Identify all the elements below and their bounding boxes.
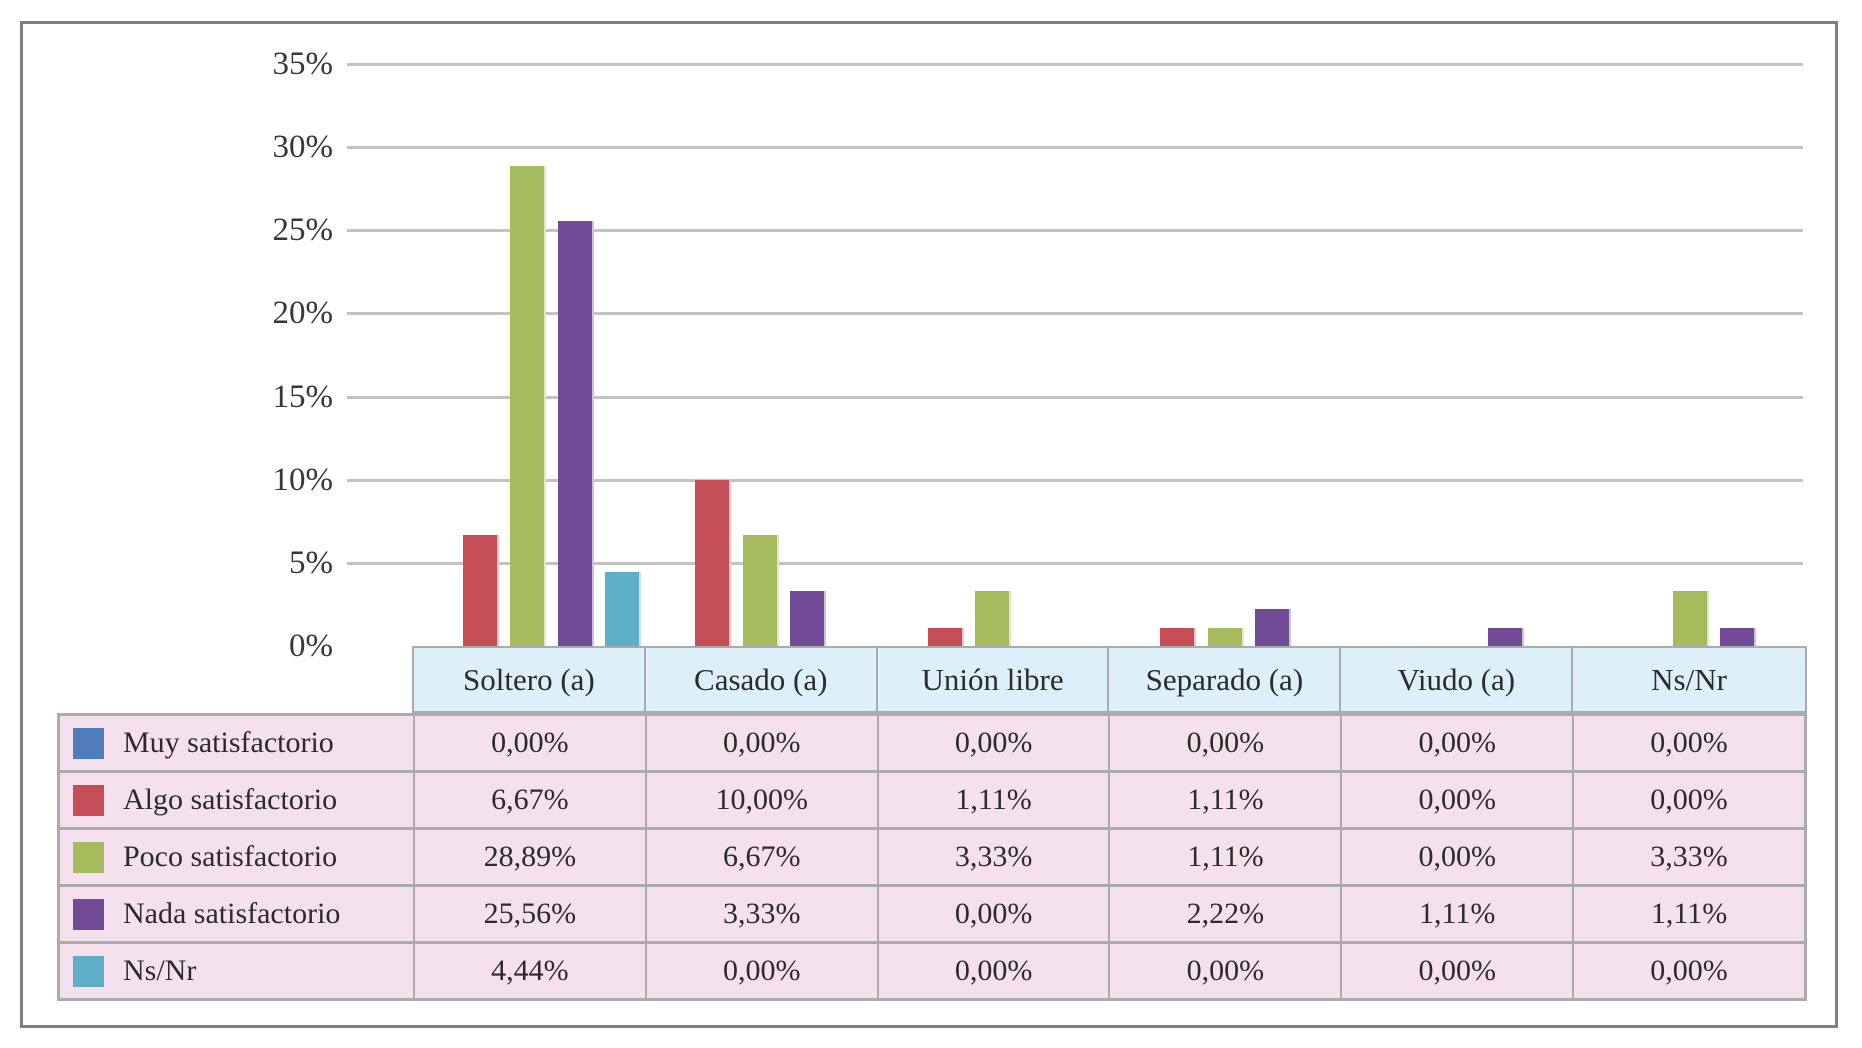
- value-cell: 0,00%: [1572, 944, 1804, 998]
- value-cell: 1,11%: [876, 773, 1109, 827]
- value-cell: 3,33%: [876, 830, 1109, 884]
- y-tick-label: 30%: [272, 129, 334, 166]
- value-cell: 0,00%: [413, 716, 645, 770]
- y-tick-label: 5%: [289, 544, 333, 581]
- legend-color-swatch-icon: [73, 841, 104, 873]
- value-cell: 0,00%: [1108, 944, 1340, 998]
- bar-series-3-category-3: [975, 591, 1011, 646]
- gridline: [347, 561, 1803, 565]
- value-cell: 1,11%: [1108, 773, 1340, 827]
- gridline: [347, 395, 1803, 399]
- value-cell: 0,00%: [1340, 830, 1572, 884]
- value-cell: 1,11%: [1340, 887, 1572, 941]
- value-cell: 0,00%: [1340, 773, 1572, 827]
- value-cell: 0,00%: [876, 944, 1109, 998]
- series-label-cell: Algo satisfactorio: [60, 773, 413, 827]
- series-label: Muy satisfactorio: [123, 726, 334, 759]
- value-cell: 3,33%: [1572, 830, 1804, 884]
- legend-color-swatch-icon: [73, 784, 104, 816]
- bar-series-3-category-4: [1207, 628, 1244, 646]
- gridline: [347, 229, 1803, 233]
- series-label: Poco satisfactorio: [123, 840, 338, 873]
- y-tick-label: 25%: [272, 212, 334, 249]
- table-row: Algo satisfactorio 6,67% 10,00% 1,11% 1,11% 0…: [60, 773, 1804, 830]
- category-header-cell: Separado (a): [1109, 648, 1342, 711]
- bar-series-2-category-1: [462, 535, 499, 646]
- category-header-cell: Casado (a): [646, 648, 878, 711]
- bar-series-3-category-2: [742, 535, 779, 646]
- value-cell: 4,44%: [413, 944, 645, 998]
- y-tick-label: 20%: [272, 295, 334, 332]
- series-label-cell: Poco satisfactorio: [60, 830, 413, 884]
- series-label-cell: Nada satisfactorio: [60, 887, 413, 941]
- legend-color-swatch-icon: [73, 955, 104, 987]
- gridline: [347, 146, 1803, 150]
- bar-series-3-category-1: [510, 166, 546, 646]
- value-cell: 6,67%: [644, 830, 877, 884]
- gridline: [347, 478, 1803, 482]
- bar-series-4-category-6: [1720, 628, 1756, 646]
- y-tick-label: 0%: [289, 628, 333, 664]
- bar-series-5-category-1: [605, 572, 641, 646]
- category-header-row: Soltero (a) Casado (a) Unión libre Separado…: [412, 646, 1807, 713]
- value-cell: 10,00%: [644, 773, 877, 827]
- category-header-cell: Ns/Nr: [1651, 661, 1727, 697]
- bars-layer: [412, 24, 1807, 646]
- value-cell: 0,00%: [1108, 716, 1340, 770]
- y-tick-label: 10%: [272, 461, 334, 498]
- value-cell: 0,00%: [1340, 944, 1572, 998]
- bar-series-4-category-2: [790, 591, 826, 646]
- series-label-cell: Ns/Nr: [60, 944, 413, 998]
- bar-series-4-category-5: [1487, 628, 1524, 646]
- value-cell: 0,00%: [876, 716, 1109, 770]
- category-header-cell: Viudo (a): [1341, 648, 1574, 711]
- value-cell: 28,89%: [413, 830, 645, 884]
- series-label-cell: Muy satisfactorio: [60, 716, 413, 770]
- series-label: Nada satisfactorio: [123, 897, 341, 930]
- value-cell: 0,00%: [1572, 716, 1804, 770]
- value-cell: 3,33%: [644, 887, 877, 941]
- value-cell: 0,00%: [644, 944, 877, 998]
- y-tick-label: 35%: [272, 46, 334, 82]
- legend-color-swatch-icon: [73, 898, 104, 930]
- value-cell: 0,00%: [1340, 716, 1572, 770]
- value-cell: 6,67%: [413, 773, 645, 827]
- value-cell: 1,11%: [1108, 830, 1340, 884]
- category-header-cell: Unión libre: [878, 648, 1110, 711]
- table-row: Ns/Nr 4,44% 0,00% 0,00% 0,00% 0,00% 0,00%: [60, 944, 1804, 998]
- bar-series-2-category-3: [927, 628, 964, 646]
- value-cell: 0,00%: [1572, 773, 1804, 827]
- gridline: [347, 312, 1803, 316]
- gridline: [347, 63, 1803, 66]
- value-cell: 1,11%: [1572, 887, 1804, 941]
- series-label: Ns/Nr: [123, 954, 197, 987]
- series-label: Algo satisfactorio: [123, 783, 338, 816]
- bar-series-4-category-1: [557, 221, 594, 646]
- chart-frame: 0% 5% 10% 15% 20% 25% 30% 35% Soltero (a) Casado…: [20, 21, 1838, 1028]
- data-table: Muy satisfactorio 0,00% 0,00% 0,00% 0,00% 0,0…: [57, 713, 1807, 1001]
- category-header-cell: Soltero (a): [414, 648, 646, 711]
- bar-series-3-category-6: [1672, 591, 1709, 646]
- table-row: Muy satisfactorio 0,00% 0,00% 0,00% 0,00% 0,0…: [60, 716, 1804, 773]
- value-cell: 0,00%: [876, 887, 1109, 941]
- value-cell: 25,56%: [413, 887, 645, 941]
- value-cell: 0,00%: [644, 716, 877, 770]
- value-cell: 2,22%: [1108, 887, 1340, 941]
- legend-color-swatch-icon: [73, 727, 104, 759]
- bar-series-2-category-2: [695, 480, 731, 646]
- table-row: Poco satisfactorio 28,89% 6,67% 3,33% 1,11% 0…: [60, 830, 1804, 887]
- table-row: Nada satisfactorio 25,56% 3,33% 0,00% 2,22% 1…: [60, 887, 1804, 944]
- bar-series-4-category-4: [1255, 609, 1291, 646]
- bar-series-2-category-4: [1160, 628, 1196, 646]
- y-tick-label: 15%: [272, 378, 334, 415]
